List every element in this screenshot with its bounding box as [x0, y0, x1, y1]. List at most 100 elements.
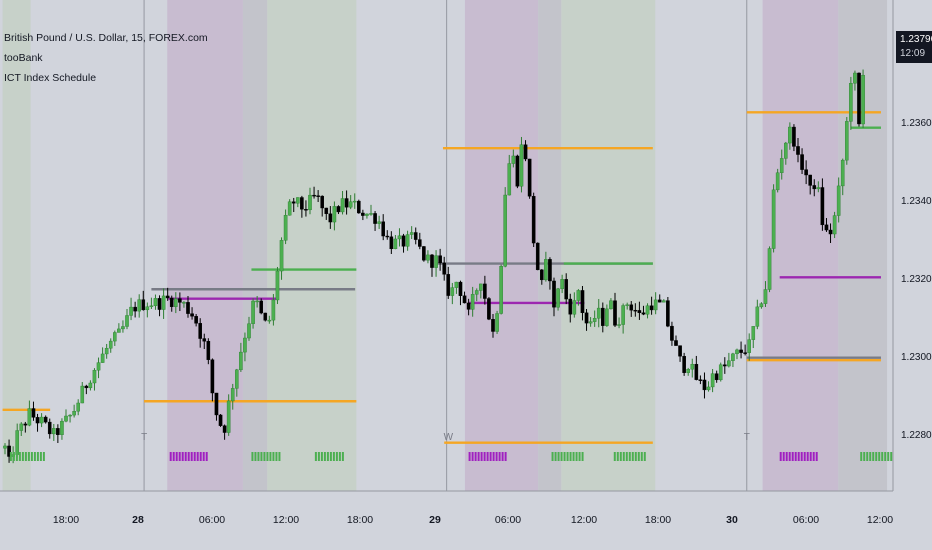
candle-up	[117, 328, 121, 333]
candle-down	[739, 349, 743, 353]
candle-up	[596, 307, 601, 319]
price-axis[interactable]: 1.23600 1.23400 1.23200 1.23000 1.22800	[901, 118, 932, 441]
candle-down	[694, 363, 699, 380]
candle-up	[96, 362, 101, 371]
candle-up	[727, 360, 731, 367]
candle-down	[796, 146, 800, 155]
symbol-title[interactable]: British Pound / U.S. Dollar, 15, FOREX.c…	[4, 32, 208, 44]
candle-down	[210, 359, 215, 394]
candle-up	[60, 420, 64, 435]
candle-down	[743, 352, 747, 354]
marker-tick	[616, 452, 619, 461]
candle-down	[568, 298, 573, 315]
candle-down	[527, 158, 532, 197]
indicator-ict-index-schedule[interactable]: ICT Index Schedule	[4, 72, 97, 84]
candle-up	[72, 411, 76, 416]
candle-down	[381, 221, 386, 237]
marker-tick	[251, 452, 254, 461]
candle-up	[108, 340, 113, 349]
candle-down	[361, 212, 365, 216]
candle-up	[605, 308, 609, 326]
candle-up	[52, 428, 56, 435]
marker-purple-1	[169, 452, 208, 461]
marker-tick	[890, 452, 893, 461]
candle-down	[35, 417, 40, 424]
candle-down	[552, 280, 556, 308]
candle-down	[824, 224, 829, 231]
indicator-toobank[interactable]: tooBank	[4, 52, 43, 64]
candle-up	[495, 313, 499, 332]
candle-down	[23, 423, 28, 426]
marker-tick	[18, 452, 21, 461]
candle-down	[641, 312, 646, 315]
marker-tick	[554, 452, 557, 461]
level-lines	[2, 111, 881, 444]
marker-tick	[640, 452, 643, 461]
marker-tick	[815, 452, 818, 461]
candle-up	[173, 298, 178, 307]
time-tick-label: 18:00	[645, 514, 671, 526]
candle-up	[544, 259, 548, 281]
marker-green-2	[251, 452, 281, 461]
candle-up	[409, 232, 414, 235]
candle-up	[405, 234, 410, 247]
candle-up	[454, 281, 459, 288]
candle-up	[267, 319, 272, 322]
marker-tick	[785, 452, 788, 461]
candle-up	[251, 300, 255, 324]
candle-up	[690, 363, 695, 370]
marker-tick	[637, 452, 640, 461]
time-axis[interactable]: 18:00 28 06:00 12:00 18:00 29 06:00 12:00 18:00 3…	[53, 514, 893, 526]
candle-up	[560, 279, 564, 290]
candle-down	[422, 246, 426, 261]
marker-green-5	[551, 452, 584, 461]
marker-tick	[205, 452, 208, 461]
marker-tick	[782, 452, 785, 461]
marker-tick	[12, 452, 15, 461]
time-tick-label: 28	[132, 514, 144, 526]
marker-tick	[196, 452, 199, 461]
last-price-value: 1.23796	[900, 34, 932, 45]
candle-up	[88, 382, 93, 389]
candle-up	[653, 299, 658, 311]
candle-down	[291, 201, 296, 204]
candle-down	[157, 298, 162, 310]
session-green-6	[561, 0, 656, 491]
marker-tick	[884, 452, 887, 461]
candle-down	[263, 312, 268, 321]
candle-down	[487, 298, 491, 320]
candle-down	[462, 295, 467, 304]
candle-up	[747, 339, 751, 353]
candle-down	[828, 229, 833, 235]
marker-tick	[634, 452, 637, 461]
marker-tick	[869, 452, 872, 461]
marker-tick	[551, 452, 554, 461]
marker-tick	[560, 452, 563, 461]
candle-up	[348, 201, 353, 208]
marker-tick	[643, 452, 646, 461]
marker-green-3	[314, 452, 344, 461]
session-dark-5	[538, 0, 562, 491]
marker-tick	[190, 452, 193, 461]
candle-up	[735, 349, 739, 355]
marker-tick	[631, 452, 634, 461]
candle-down	[637, 310, 642, 313]
marker-tick	[480, 452, 483, 461]
candle-down	[304, 209, 308, 211]
candle-down	[601, 307, 605, 326]
candle-down	[214, 392, 219, 416]
marker-tick	[42, 452, 45, 461]
marker-tick	[581, 452, 584, 461]
day-marker-0: T	[141, 432, 147, 443]
candle-up	[3, 445, 7, 449]
marker-tick	[863, 452, 866, 461]
candle-up	[845, 121, 849, 161]
candle-down	[206, 341, 211, 360]
marker-tick	[569, 452, 572, 461]
time-tick-label: 12:00	[571, 514, 597, 526]
marker-tick	[486, 452, 489, 461]
candle-up	[283, 215, 288, 241]
marker-tick	[881, 452, 884, 461]
marker-tick	[477, 452, 480, 461]
